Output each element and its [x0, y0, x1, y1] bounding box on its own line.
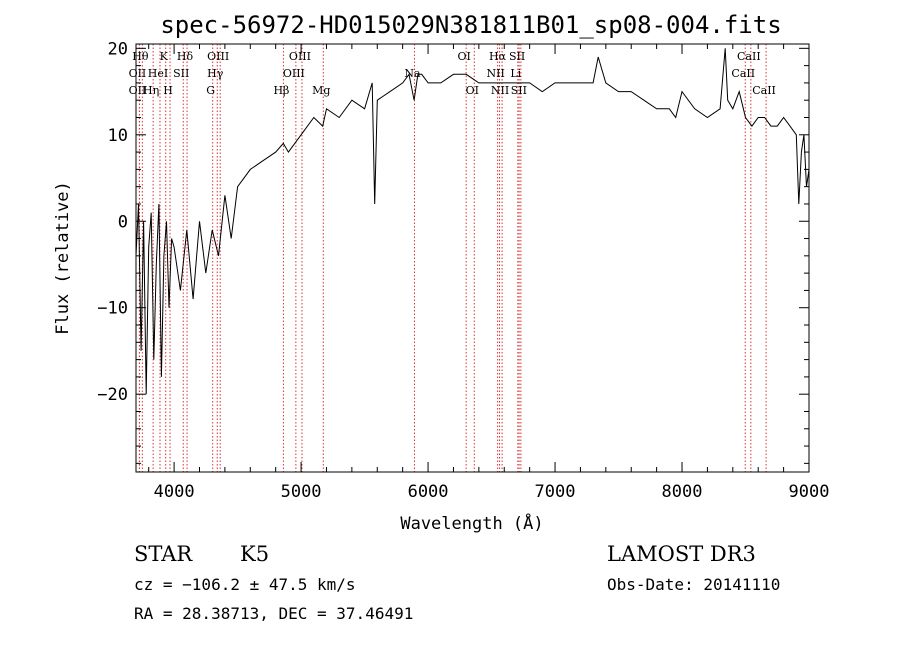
emission-line-label: OIII: [289, 50, 311, 63]
x-axis-label: Wavelength (Å): [400, 512, 543, 534]
sky-coordinates: RA = 28.38713, DEC = 37.46491: [134, 604, 413, 623]
emission-line-label: OI: [457, 50, 470, 63]
emission-line-label: Hη: [143, 84, 159, 97]
y-tick-label: 0: [118, 212, 128, 232]
emission-line-label: Na: [404, 67, 421, 80]
emission-line-label: CaII: [731, 67, 755, 80]
emission-line-label: Hδ: [177, 50, 194, 63]
object-class: STAR: [134, 542, 193, 566]
emission-line-label: CaII: [737, 50, 761, 63]
emission-line-label: SII: [173, 67, 189, 80]
emission-line-label: Li: [510, 67, 521, 80]
emission-line-label: Hβ: [273, 84, 289, 97]
y-tick-label: 10: [108, 126, 128, 146]
y-tick-label: 20: [108, 39, 128, 59]
emission-line-label: OI: [466, 84, 479, 97]
emission-line-label: OII: [129, 84, 147, 97]
x-tick-label: 4000: [154, 482, 195, 502]
emission-line-label: NII: [491, 84, 509, 97]
x-tick-label: 5000: [281, 482, 322, 502]
y-tick-label: −20: [97, 385, 128, 405]
emission-line-label: H: [163, 84, 173, 97]
emission-line-label: SII: [509, 50, 525, 63]
x-axis: 4000 5000 6000 7000 8000 9000: [148, 44, 830, 502]
y-axis: −20 −10 0 10 20: [97, 39, 809, 464]
emission-line-label: Hγ: [207, 67, 224, 80]
emission-line-label: K: [160, 50, 169, 63]
x-tick-label: 6000: [408, 482, 449, 502]
emission-line-markers: [138, 44, 767, 472]
chart-title: spec-56972-HD015029N381811B01_sp08-004.f…: [160, 11, 781, 39]
emission-line-label: OIII: [283, 67, 305, 80]
emission-line-label: OII: [129, 67, 147, 80]
emission-line-label: Hα: [489, 50, 507, 63]
x-tick-label: 9000: [789, 482, 830, 502]
emission-line-label: CaII: [752, 84, 776, 97]
y-tick-label: −10: [97, 299, 128, 319]
spectrum-series-flux: [135, 48, 810, 395]
emission-line-label: G: [206, 84, 215, 97]
observation-date: Obs-Date: 20141110: [607, 575, 780, 594]
emission-line-label: Mg: [312, 84, 330, 97]
x-tick-label: 7000: [535, 482, 576, 502]
survey-name: LAMOST DR3: [607, 542, 756, 566]
emission-line-label: HeI: [148, 67, 168, 80]
emission-line-label: OIII: [207, 50, 229, 63]
spectral-subclass: K5: [240, 542, 269, 566]
emission-line-label: Hθ: [132, 50, 149, 63]
y-axis-label: Flux (relative): [53, 181, 73, 335]
emission-line-label: NII: [486, 67, 504, 80]
x-tick-label: 8000: [662, 482, 703, 502]
plot-frame: [135, 43, 810, 473]
emission-line-label: SII: [511, 84, 527, 97]
redshift-value: cz = −106.2 ± 47.5 km/s: [134, 575, 356, 594]
